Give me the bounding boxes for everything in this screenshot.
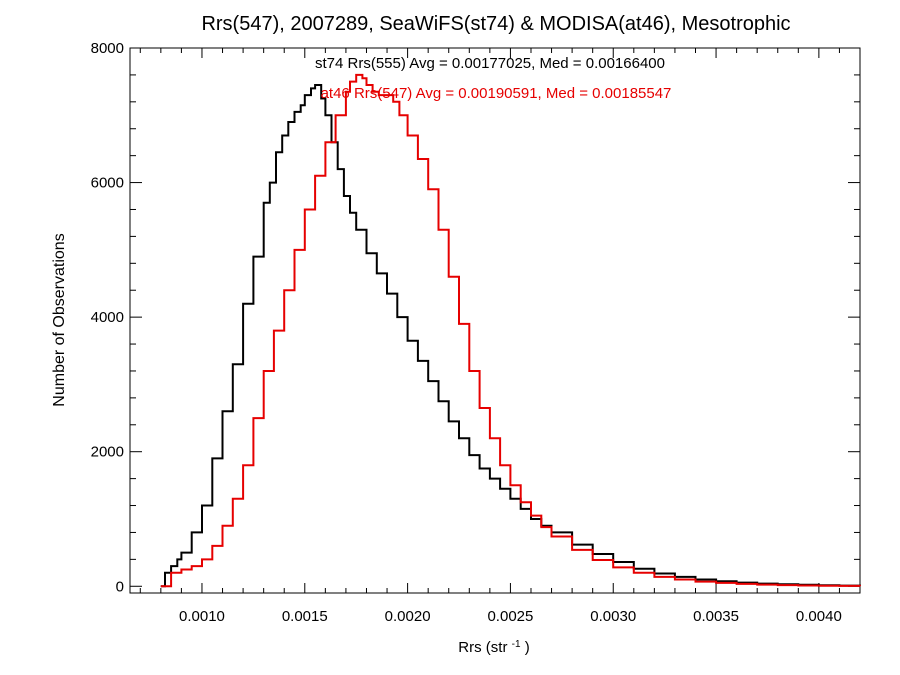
x-tick-label-1: 0.0015 (282, 608, 328, 625)
series-line-st74 (160, 84, 861, 588)
plot-frame (129, 47, 861, 594)
series-lines (160, 73, 861, 588)
x-tick-label-6: 0.0040 (796, 608, 842, 625)
x-axis-ticks: 0.0010 0.0015 0.0020 0.0025 0.0030 0.0035 0.00… (139, 48, 861, 625)
annotation-st74: st74 Rrs(555) Avg = 0.00177025, Med = 0.… (315, 55, 665, 72)
x-tick-label-5: 0.0035 (693, 608, 739, 625)
y-tick-label-2: 4000 (91, 309, 124, 326)
x-axis-label-sup: -1 (512, 639, 521, 650)
x-axis-label-close: ) (525, 639, 530, 656)
x-axis-label: Rrs (str -1 ) (458, 639, 529, 657)
x-axis-label-base: Rrs (str (458, 639, 507, 656)
y-tick-label-4: 8000 (91, 40, 124, 57)
y-axis-ticks: 0 2000 4000 6000 8000 (91, 40, 860, 595)
series-line-at46 (160, 73, 861, 588)
annotation-at46: at46 Rrs(547) Avg = 0.00190591, Med = 0.… (321, 85, 672, 102)
y-tick-label-3: 6000 (91, 175, 124, 192)
x-tick-label-0: 0.0010 (179, 608, 225, 625)
x-tick-label-4: 0.0030 (590, 608, 636, 625)
chart-title: Rrs(547), 2007289, SeaWiFS(st74) & MODIS… (201, 13, 790, 35)
y-tick-label-0: 0 (116, 578, 124, 595)
y-tick-label-1: 2000 (91, 444, 124, 461)
x-tick-label-3: 0.0025 (487, 608, 533, 625)
y-axis-label: Number of Observations (51, 233, 68, 406)
x-tick-label-2: 0.0020 (385, 608, 431, 625)
